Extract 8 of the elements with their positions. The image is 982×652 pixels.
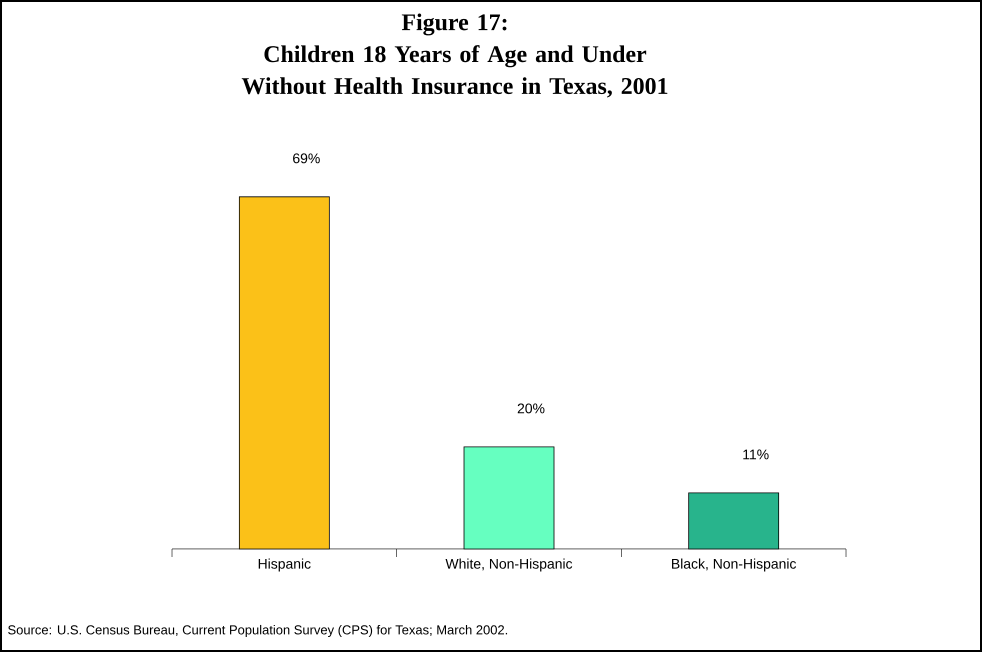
source-note: Source: U.S. Census Bureau, Current Population Survey (CPS) for Texas; March 2002. (8, 624, 508, 638)
x-tick-label: Hispanic (258, 558, 311, 572)
data-label: 20% (518, 404, 544, 414)
data-label: 11% (743, 450, 769, 460)
data-label: 69% (293, 153, 320, 164)
x-tick-label: Black, Non-Hispanic (672, 558, 796, 572)
x-tick-label: White, Non-Hispanic (446, 558, 572, 572)
chart-title: Figure 17: Children 18 Years of Age and Under Without Health Insurance in Texas, 2001 (242, 14, 668, 98)
